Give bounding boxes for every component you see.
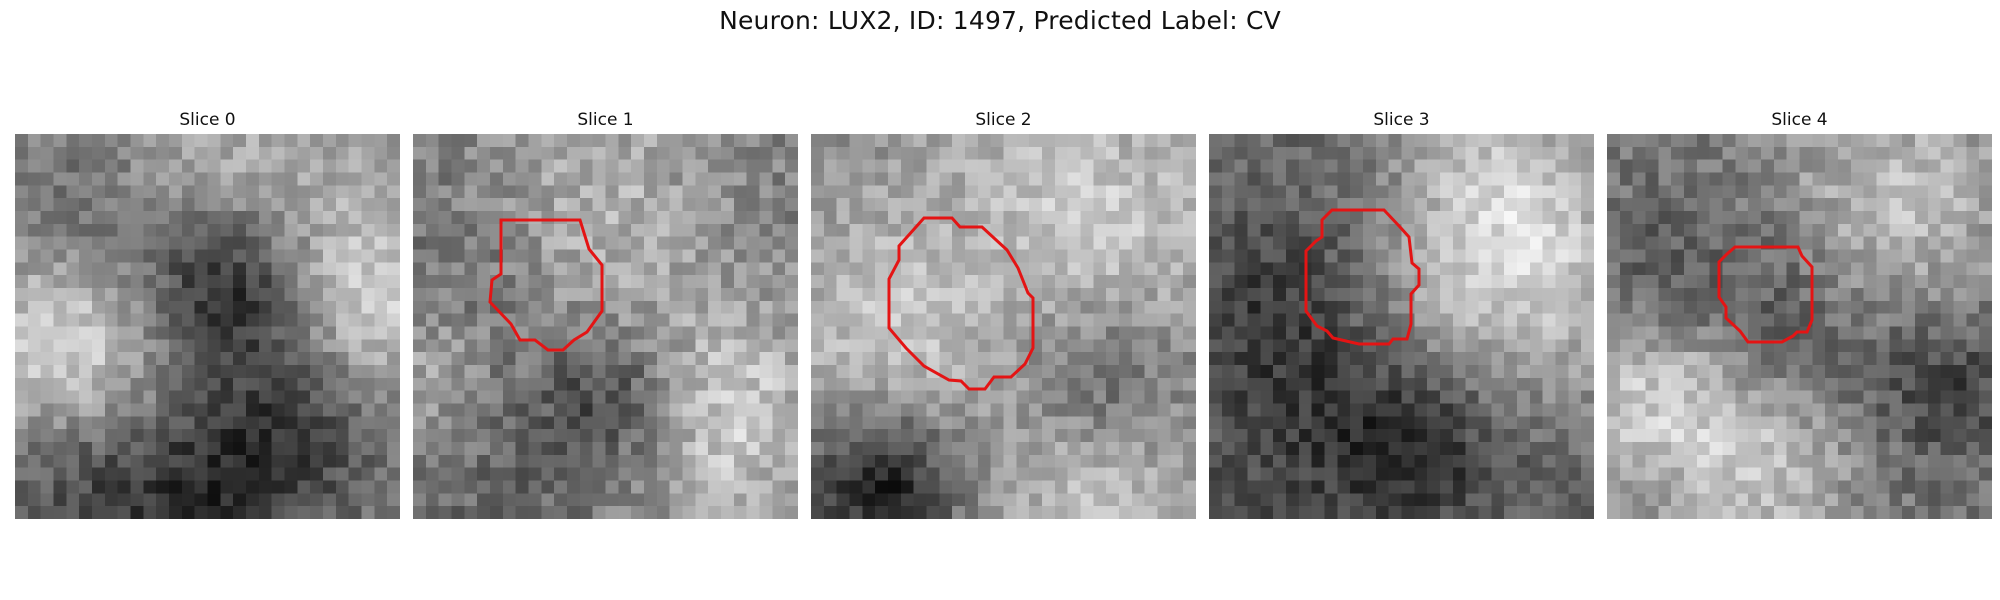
slice-title: Slice 4 [1771, 110, 1828, 130]
slice-image [1209, 134, 1594, 519]
slice-title: Slice 1 [577, 110, 634, 130]
slice-panel-3: Slice 3 [1209, 108, 1594, 519]
roi-outline [15, 134, 400, 519]
roi-polygon [488, 218, 604, 352]
slice-panel-0: Slice 0 [15, 108, 400, 519]
roi-polygon [1717, 245, 1814, 344]
slice-image [811, 134, 1196, 519]
roi-outline [1717, 245, 1814, 344]
slice-panel-1: Slice 1 [413, 108, 798, 519]
figure-title: Neuron: LUX2, ID: 1497, Predicted Label:… [719, 6, 1281, 35]
slice-image [1607, 134, 1992, 519]
roi-outline [488, 218, 604, 352]
slice-title: Slice 2 [975, 110, 1032, 130]
slice-panel-2: Slice 2 [811, 108, 1196, 519]
slice-title: Slice 3 [1373, 110, 1430, 130]
roi-outline [887, 216, 1035, 391]
slice-image [413, 134, 798, 519]
slice-title: Slice 0 [179, 110, 236, 130]
slice-panel-4: Slice 4 [1607, 108, 1992, 519]
roi-polygon [1304, 208, 1421, 346]
roi-outline [1304, 208, 1421, 346]
roi-polygon [887, 216, 1035, 391]
slice-image [15, 134, 400, 519]
